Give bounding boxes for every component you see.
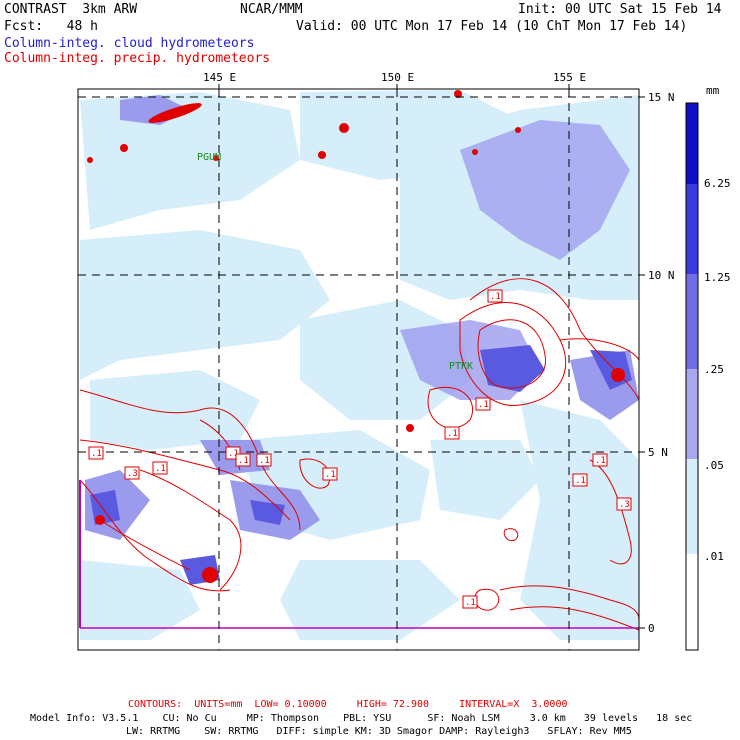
org-label: NCAR/MMM — [240, 2, 303, 17]
contour-label-box — [124, 466, 140, 480]
contour-label: .1 — [325, 470, 336, 480]
precip-contours — [79, 278, 639, 631]
contours-info: CONTOURS: UNITS=mm LOW= 0.10000 HIGH= 72… — [128, 699, 568, 710]
station-ptkk: PTKK — [449, 361, 473, 372]
contour-label: .1 — [490, 292, 501, 302]
colorbar-level-.01: .01 — [704, 550, 724, 563]
contour-label: .1 — [575, 476, 586, 486]
colorbar-level-6.25: 6.25 — [704, 177, 731, 190]
contour-label: .1 — [465, 598, 476, 608]
contour-label-box — [572, 473, 588, 487]
contour-label-box — [235, 453, 251, 467]
contour-label: .1 — [259, 456, 270, 466]
field-label-cloud: Column-integ. cloud hydrometeors — [4, 36, 255, 51]
contour-label: .1 — [91, 449, 102, 459]
contour-label: .1 — [228, 449, 239, 459]
lon-label-145: 145 E — [203, 71, 236, 84]
lon-label-155: 155 E — [553, 71, 586, 84]
contour-label-box — [444, 426, 460, 440]
field-label-precip: Column-integ. precip. hydrometeors — [4, 51, 271, 66]
valid-time: Valid: 00 UTC Mon 17 Feb 14 (10 ChT Mon … — [296, 19, 688, 34]
contour-label: .3 — [619, 500, 630, 510]
contour-label-box — [475, 397, 491, 411]
model-info-line2: LW: RRTMG SW: RRTMG DIFF: simple KM: 3D … — [126, 726, 632, 737]
model-title: CONTRAST 3km ARW — [4, 2, 138, 17]
init-time: Init: 00 UTC Sat 15 Feb 14 — [518, 2, 722, 17]
colorbar-level-.25: .25 — [704, 363, 724, 376]
lat-label-5: 5 N — [648, 446, 668, 459]
station-pgum: PGUM — [197, 152, 221, 163]
colorbar — [685, 102, 699, 651]
map-frame — [77, 88, 640, 651]
contour-label-box — [256, 453, 272, 467]
contour-label-box — [462, 595, 478, 609]
lon-label-150: 150 E — [381, 71, 414, 84]
colorbar-level-.05: .05 — [704, 459, 724, 472]
colorbar-unit: mm — [706, 84, 720, 97]
forecast-hour: Fcst: 48 h — [4, 19, 98, 34]
contour-label-box — [592, 453, 608, 467]
lat-label-15: 15 N — [648, 91, 675, 104]
contour-label-box — [616, 497, 632, 511]
contour-label: .1 — [155, 464, 166, 474]
contour-label: .1 — [447, 429, 458, 439]
model-info-line1: Model Info: V3.5.1 CU: No Cu MP: Thompso… — [30, 713, 693, 724]
contour-label: .1 — [238, 456, 249, 466]
contour-label: .1 — [595, 456, 606, 466]
contour-label-box — [88, 446, 104, 460]
contour-label-box — [152, 461, 168, 475]
contour-label-box — [487, 289, 503, 303]
contour-label: .1 — [478, 400, 489, 410]
lat-label-10: 10 N — [648, 269, 675, 282]
lat-lon-grid — [78, 89, 639, 650]
lat-label-0: 0 — [648, 622, 655, 635]
contour-label: .3 — [127, 469, 138, 479]
contour-label-box — [322, 467, 338, 481]
colorbar-level-1.25: 1.25 — [704, 271, 731, 284]
